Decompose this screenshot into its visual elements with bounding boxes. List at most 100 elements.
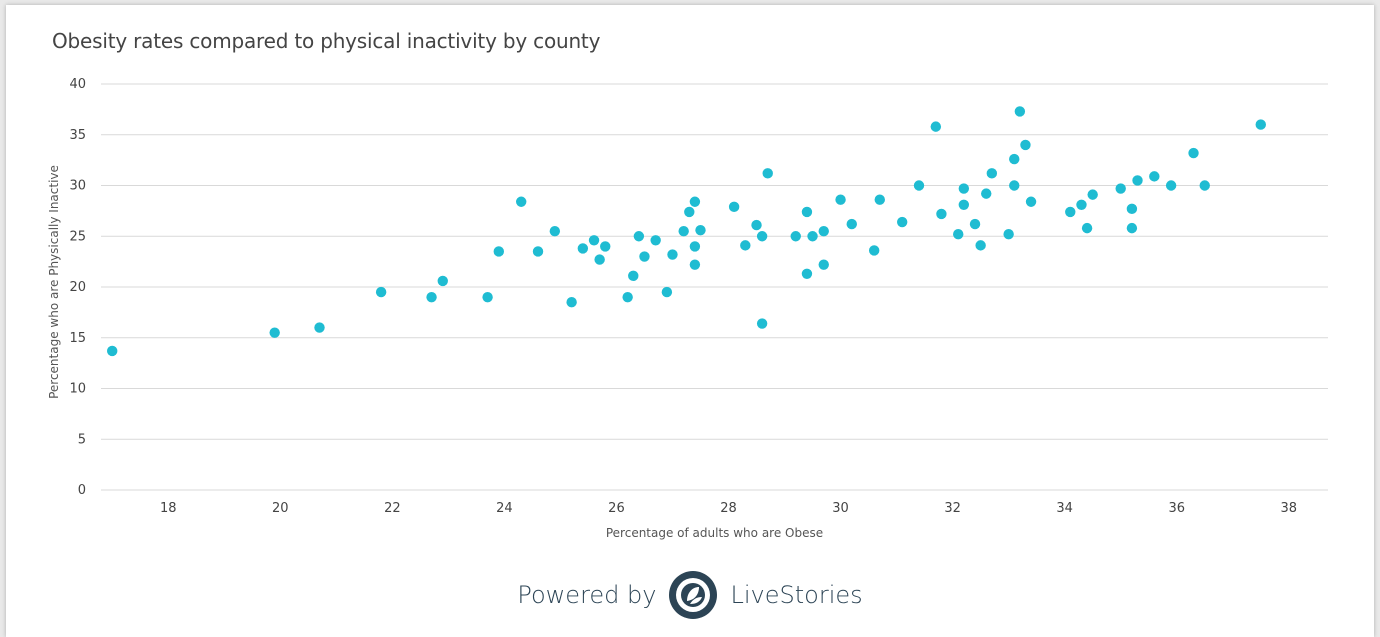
- data-point: [107, 345, 118, 357]
- data-point: [516, 196, 527, 207]
- y-tick-label: 5: [78, 432, 86, 447]
- data-point: [1132, 175, 1143, 186]
- data-point: [874, 194, 885, 205]
- data-point: [1126, 203, 1138, 215]
- data-point: [650, 235, 661, 246]
- data-point: [566, 297, 577, 308]
- y-tick-label: 30: [69, 179, 86, 194]
- data-point: [532, 246, 544, 257]
- data-point: [684, 206, 695, 218]
- data-point: [1081, 222, 1093, 234]
- data-point: [868, 245, 880, 256]
- data-point: [801, 206, 813, 218]
- y-tick-label: 20: [69, 280, 86, 295]
- data-point: [958, 199, 970, 210]
- data-point: [801, 268, 813, 280]
- data-point: [846, 218, 857, 230]
- data-point: [689, 259, 701, 270]
- data-point: [633, 231, 645, 242]
- data-point: [1149, 171, 1160, 182]
- data-point: [818, 225, 829, 237]
- x-tick-label: 20: [272, 501, 289, 516]
- x-tick-label: 28: [720, 501, 737, 516]
- data-point: [622, 291, 633, 303]
- data-point: [1065, 206, 1076, 218]
- data-point: [588, 235, 600, 246]
- data-point: [1009, 180, 1020, 191]
- data-point: [790, 231, 801, 242]
- data-point: [1115, 183, 1126, 194]
- data-point: [594, 254, 605, 265]
- data-point: [1165, 180, 1177, 191]
- data-point: [1025, 196, 1037, 207]
- scatter-chart: 0 5 10 15 20 25 30 35 40 18 20 22 24 26 28 30 32 34 36 38 Pe…: [47, 77, 1328, 540]
- data-point: [426, 291, 437, 303]
- data-point: [807, 231, 818, 242]
- data-point: [678, 225, 689, 237]
- x-tick-label: 26: [608, 501, 625, 516]
- data-point: [437, 275, 448, 287]
- x-tick-label: 22: [384, 501, 401, 516]
- data-point: [600, 241, 611, 252]
- y-tick-label: 40: [69, 77, 86, 92]
- data-point: [1255, 119, 1266, 130]
- data-point: [756, 318, 768, 329]
- x-tick-label: 24: [496, 501, 513, 516]
- x-tick-label: 34: [1056, 501, 1073, 516]
- data-point: [1199, 180, 1210, 191]
- data-point: [1009, 153, 1020, 165]
- y-tick-label: 15: [69, 331, 86, 346]
- y-tick-label: 10: [69, 382, 86, 397]
- y-tick-label: 0: [78, 483, 86, 498]
- data-point: [493, 246, 504, 257]
- x-tick-label: 30: [832, 501, 849, 516]
- chart-title: Obesity rates compared to physical inact…: [52, 29, 601, 53]
- data-point: [740, 240, 751, 251]
- x-axis-label: Percentage of adults who are Obese: [606, 526, 823, 540]
- data-point: [751, 219, 762, 231]
- x-tick-label: 18: [160, 501, 177, 516]
- data-point: [639, 251, 650, 262]
- data-point: [835, 194, 846, 205]
- data-point: [975, 240, 986, 251]
- powered-by-label: Powered by: [517, 581, 657, 609]
- data-point: [661, 286, 673, 298]
- x-tick-label: 38: [1281, 501, 1298, 516]
- data-point: [1003, 229, 1014, 240]
- data-point: [1020, 139, 1031, 151]
- livestories-logo-icon: [669, 571, 718, 619]
- data-point: [981, 188, 992, 199]
- y-tick-label: 35: [69, 128, 86, 143]
- data-point: [1126, 222, 1138, 234]
- data-point: [913, 180, 925, 191]
- data-point: [930, 121, 942, 132]
- data-point: [549, 225, 561, 237]
- data-point: [1076, 199, 1087, 210]
- data-point: [689, 196, 701, 207]
- data-point: [375, 286, 387, 298]
- data-point: [986, 168, 998, 179]
- x-tick-label: 36: [1168, 501, 1185, 516]
- data-point: [628, 270, 639, 282]
- data-point: [1188, 147, 1199, 159]
- x-tick-label: 32: [944, 501, 961, 516]
- data-point: [969, 218, 981, 230]
- data-point: [314, 322, 325, 333]
- data-point: [896, 216, 908, 228]
- data-point: [1014, 106, 1026, 117]
- data-point: [936, 208, 947, 220]
- powered-by-footer[interactable]: Powered by LiveStories: [6, 567, 1374, 623]
- data-point: [689, 241, 701, 252]
- data-point: [577, 243, 589, 254]
- chart-card: Obesity rates compared to physical inact…: [6, 5, 1374, 637]
- data-point: [818, 259, 829, 270]
- data-point: [482, 291, 493, 303]
- data-point: [953, 229, 964, 240]
- data-point: [958, 183, 970, 194]
- data-point: [695, 224, 706, 236]
- data-point: [762, 168, 773, 179]
- data-point: [667, 249, 678, 260]
- y-axis-label: Percentage who are Physically Inactive: [47, 165, 61, 399]
- brand-name: LiveStories: [730, 581, 863, 609]
- y-tick-label: 25: [69, 229, 86, 244]
